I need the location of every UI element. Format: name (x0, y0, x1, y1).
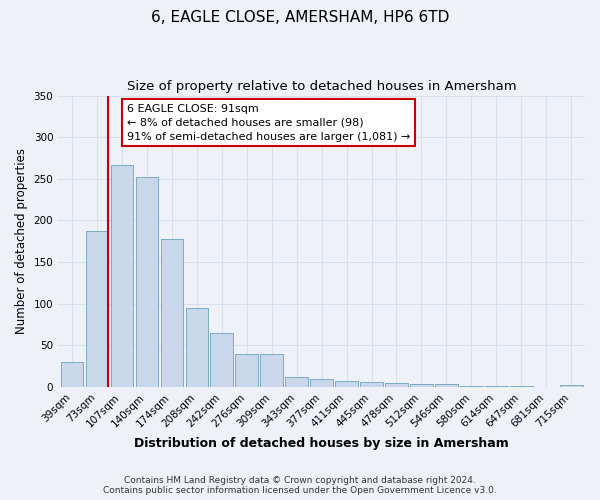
Bar (260, 354, 283, 387)
Bar (410, 384, 433, 387)
Text: 6 EAGLE CLOSE: 91sqm
← 8% of detached houses are smaller (98)
91% of semi-detach: 6 EAGLE CLOSE: 91sqm ← 8% of detached ho… (127, 104, 410, 142)
Bar (510, 386, 533, 387)
Bar (185, 308, 208, 387)
X-axis label: Distribution of detached houses by size in Amersham: Distribution of detached houses by size … (134, 437, 509, 450)
Text: 6, EAGLE CLOSE, AMERSHAM, HP6 6TD: 6, EAGLE CLOSE, AMERSHAM, HP6 6TD (151, 10, 449, 25)
Title: Size of property relative to detached houses in Amersham: Size of property relative to detached ho… (127, 80, 517, 93)
Bar (235, 354, 258, 387)
Bar (110, 164, 133, 387)
Bar (211, 333, 233, 387)
Bar (560, 386, 583, 387)
Bar (161, 239, 183, 387)
Bar (460, 386, 482, 387)
Bar (86, 232, 108, 387)
Text: Contains HM Land Registry data © Crown copyright and database right 2024.
Contai: Contains HM Land Registry data © Crown c… (103, 476, 497, 495)
Bar (485, 386, 508, 387)
Bar (61, 362, 83, 387)
Bar (310, 380, 333, 387)
Bar (435, 384, 458, 387)
Bar (286, 377, 308, 387)
Bar (136, 177, 158, 387)
Y-axis label: Number of detached properties: Number of detached properties (15, 148, 28, 334)
Bar (385, 383, 408, 387)
Bar (335, 381, 358, 387)
Bar (360, 382, 383, 387)
